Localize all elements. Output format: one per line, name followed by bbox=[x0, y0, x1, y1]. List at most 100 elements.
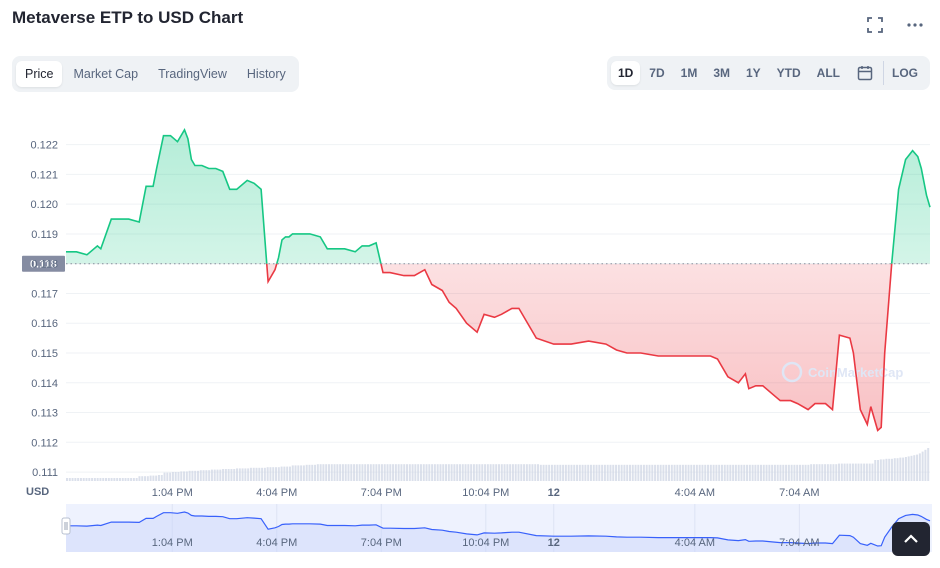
currency-label: USD bbox=[26, 486, 49, 498]
volume-bar bbox=[386, 464, 389, 481]
volume-bar bbox=[85, 478, 88, 481]
volume-bar bbox=[799, 464, 801, 481]
volume-bar bbox=[394, 464, 397, 481]
volume-bar bbox=[581, 464, 584, 481]
volume-bar bbox=[350, 464, 353, 481]
volume-bar bbox=[620, 464, 623, 481]
y-tick-label: 0.113 bbox=[31, 408, 58, 420]
range-ytd[interactable]: YTD bbox=[776, 66, 801, 80]
tab-tradingview[interactable]: TradingView bbox=[158, 67, 227, 81]
volume-bar bbox=[224, 469, 227, 481]
reference-price-badge: 0.118 bbox=[22, 255, 65, 272]
volume-bar bbox=[810, 464, 813, 481]
range-3m[interactable]: 3M bbox=[713, 66, 730, 80]
volume-bar bbox=[272, 467, 275, 481]
volume-bar bbox=[517, 464, 520, 481]
volume-bar bbox=[564, 464, 567, 481]
volume-bar bbox=[534, 464, 537, 481]
range-all[interactable]: ALL bbox=[816, 66, 840, 80]
volume-bar bbox=[623, 464, 626, 481]
fullscreen-icon[interactable] bbox=[864, 14, 886, 36]
volume-bar bbox=[865, 463, 868, 481]
volume-bar bbox=[890, 458, 893, 481]
volume-bar bbox=[514, 464, 517, 481]
volume-bar bbox=[673, 464, 676, 481]
volume-bar bbox=[868, 463, 871, 481]
x-tick-label: 4:04 AM bbox=[675, 487, 715, 499]
volume-bar bbox=[773, 464, 776, 481]
volume-bar bbox=[470, 464, 473, 481]
tab-price[interactable]: Price bbox=[16, 61, 63, 87]
volume-bar bbox=[146, 476, 149, 481]
volume-bar bbox=[511, 464, 514, 481]
volume-bar bbox=[445, 464, 448, 481]
volume-bar bbox=[417, 464, 420, 481]
volume-bar bbox=[110, 478, 113, 481]
volume-bar bbox=[785, 464, 788, 481]
volume-bar bbox=[121, 478, 124, 481]
x-tick-label: 1:04 PM bbox=[152, 487, 193, 499]
volume-bar bbox=[793, 464, 796, 481]
range-1y[interactable]: 1Y bbox=[745, 66, 761, 80]
volume-bar bbox=[885, 458, 888, 481]
y-tick-label: 0.121 bbox=[30, 169, 58, 181]
volume-bar bbox=[149, 475, 152, 481]
volume-bar bbox=[835, 464, 838, 481]
volume-bar bbox=[422, 464, 425, 481]
volume-bar bbox=[185, 471, 188, 481]
volume-bar bbox=[116, 478, 119, 481]
navigator[interactable]: 1:04 PM 4:04 PM 7:04 PM 10:04 PM 12 4:04 AM 7:… bbox=[61, 504, 932, 552]
log-scale-toggle[interactable]: LOG bbox=[883, 61, 926, 85]
volume-bar bbox=[824, 464, 827, 481]
volume-bar bbox=[790, 464, 793, 481]
drag-handle-icon[interactable] bbox=[61, 517, 71, 535]
tab-market-cap[interactable]: Market Cap bbox=[73, 67, 139, 81]
volume-bar bbox=[372, 464, 375, 481]
volume-bar bbox=[397, 464, 400, 481]
range-7d[interactable]: 7D bbox=[649, 66, 665, 80]
volume-bar bbox=[166, 472, 169, 481]
reference-price-label: 0.118 bbox=[30, 259, 57, 271]
scroll-top-button[interactable] bbox=[892, 522, 930, 556]
volume-bar bbox=[132, 478, 135, 481]
volume-bar bbox=[562, 464, 565, 481]
volume-bar bbox=[759, 464, 762, 481]
navigator-window[interactable] bbox=[66, 504, 932, 552]
volume-bar bbox=[461, 464, 464, 481]
volume-bar bbox=[367, 464, 369, 481]
volume-bar bbox=[314, 464, 317, 481]
tab-history[interactable]: History bbox=[246, 67, 286, 81]
volume-bar bbox=[99, 478, 102, 481]
price-line-down bbox=[265, 263, 893, 432]
volume-bar bbox=[896, 458, 899, 481]
y-axis: 0.111 0.112 0.113 0.114 0.115 0.116 0.117 0.118… bbox=[30, 140, 58, 479]
volume-bar bbox=[726, 464, 729, 481]
volume-bar bbox=[498, 464, 500, 481]
volume-bar bbox=[82, 478, 85, 481]
volume-bar bbox=[854, 463, 857, 481]
volume-bar bbox=[654, 464, 657, 481]
volume-bar bbox=[659, 464, 662, 481]
more-icon[interactable] bbox=[904, 14, 926, 36]
volume-bar bbox=[450, 464, 453, 481]
volume-bar bbox=[464, 464, 467, 481]
area-above-reference bbox=[66, 129, 930, 264]
volume-bar bbox=[478, 464, 481, 481]
volume-bar bbox=[723, 464, 726, 481]
volume-bar bbox=[815, 464, 818, 481]
volume-bar bbox=[765, 464, 768, 481]
volume-bar bbox=[261, 467, 264, 481]
range-1m[interactable]: 1M bbox=[680, 66, 698, 80]
volume-bar bbox=[570, 464, 573, 481]
range-1d[interactable]: 1D bbox=[610, 61, 641, 85]
volume-bar bbox=[238, 468, 241, 481]
volume-bar bbox=[545, 464, 548, 481]
y-tick-label: 0.122 bbox=[30, 140, 58, 152]
calendar-icon[interactable] bbox=[849, 61, 881, 85]
volume-bar bbox=[127, 478, 130, 481]
volume-bar bbox=[634, 464, 637, 481]
volume-bar bbox=[280, 466, 283, 481]
volume-bar bbox=[584, 464, 587, 481]
volume-bar bbox=[233, 469, 236, 481]
